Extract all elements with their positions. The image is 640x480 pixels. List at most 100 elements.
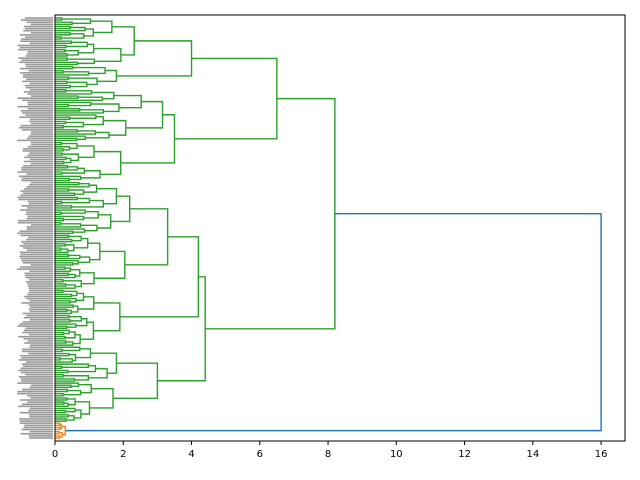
leaf-label bbox=[27, 154, 53, 156]
leaf-label bbox=[19, 411, 53, 414]
leaf-label bbox=[26, 173, 53, 175]
leaf-label bbox=[29, 346, 53, 349]
leaf-label bbox=[26, 314, 53, 317]
leaf-label bbox=[17, 48, 53, 51]
dendrogram-link bbox=[63, 121, 85, 128]
leaf-label bbox=[18, 175, 53, 178]
dendrogram-link bbox=[55, 196, 78, 201]
leaf-label bbox=[30, 143, 53, 146]
leaf-label bbox=[29, 118, 53, 121]
x-tick-label: 6 bbox=[257, 449, 263, 460]
dendrogram-link bbox=[55, 25, 72, 30]
leaf-label bbox=[19, 354, 53, 357]
dendrogram-link bbox=[68, 77, 98, 86]
dendrogram-link bbox=[55, 21, 73, 26]
leaf-label bbox=[29, 407, 53, 410]
dendrogram-link bbox=[55, 76, 70, 80]
dendrogram-link bbox=[55, 80, 68, 85]
leaf-label bbox=[23, 188, 53, 190]
leaf-label bbox=[23, 338, 53, 340]
dendrogram-link bbox=[87, 242, 101, 261]
dendrogram-link bbox=[90, 103, 120, 113]
leaf-label bbox=[21, 169, 53, 171]
leaf-label bbox=[28, 304, 53, 306]
dendrogram-link bbox=[55, 304, 74, 308]
dendrogram-link bbox=[55, 48, 66, 53]
leaf-label bbox=[23, 91, 53, 93]
leaf-label bbox=[25, 114, 53, 116]
dendrogram-link bbox=[93, 302, 121, 332]
leaf-label bbox=[28, 435, 53, 437]
dendrogram-link bbox=[80, 224, 98, 232]
leaf-label bbox=[30, 264, 53, 266]
leaf-label bbox=[22, 365, 53, 368]
leaf-label bbox=[26, 21, 53, 24]
leaf-label bbox=[18, 57, 53, 59]
leaf-label bbox=[22, 192, 53, 194]
dendrogram-links bbox=[55, 17, 602, 439]
leaf-label bbox=[21, 59, 53, 62]
leaf-label bbox=[17, 171, 54, 173]
dendrogram-link bbox=[90, 20, 113, 34]
plot-frame bbox=[54, 14, 626, 442]
leaf-label bbox=[30, 384, 53, 387]
leaf-label bbox=[28, 69, 53, 72]
leaf-label bbox=[23, 243, 53, 245]
dendrogram-link bbox=[55, 228, 86, 233]
dendrogram-link bbox=[55, 407, 76, 413]
x-tick-label: 16 bbox=[595, 449, 608, 460]
leaf-label bbox=[24, 17, 53, 19]
dendrogram-link bbox=[55, 267, 72, 272]
leaf-label bbox=[26, 137, 53, 140]
leaf-label bbox=[25, 55, 53, 57]
leaf-label bbox=[27, 340, 53, 342]
dendrogram-link bbox=[94, 250, 126, 279]
leaf-label bbox=[20, 378, 54, 380]
leaf-label bbox=[17, 196, 53, 199]
leaf-label bbox=[22, 348, 53, 351]
leaf-label bbox=[21, 363, 53, 365]
leaf-label bbox=[24, 27, 53, 30]
leaf-label bbox=[24, 25, 53, 28]
leaf-label bbox=[30, 181, 53, 184]
dendrogram-link bbox=[55, 166, 79, 171]
leaf-label bbox=[17, 392, 53, 395]
leaf-label bbox=[29, 158, 53, 161]
dendrogram-link bbox=[55, 409, 67, 414]
leaf-label bbox=[17, 105, 54, 108]
leaf-label bbox=[23, 247, 53, 249]
leaf-label bbox=[20, 432, 53, 435]
dendrogram-link bbox=[55, 135, 86, 141]
leaf-label bbox=[19, 251, 53, 254]
leaf-label bbox=[18, 335, 54, 338]
leaf-label bbox=[26, 297, 53, 300]
leaf-label bbox=[18, 369, 53, 372]
leaf-label bbox=[28, 202, 53, 205]
leaf-label bbox=[27, 215, 53, 218]
leaf-label bbox=[27, 285, 53, 287]
dendrogram-link bbox=[83, 115, 104, 126]
leaf-label bbox=[25, 86, 53, 89]
x-tick-label: 0 bbox=[52, 449, 58, 460]
leaf-label bbox=[24, 274, 53, 277]
leaf-label bbox=[29, 88, 53, 91]
dendrogram-link bbox=[55, 323, 77, 328]
dendrogram-link-top bbox=[65, 213, 602, 432]
leaf-label bbox=[30, 344, 53, 346]
leaf-label bbox=[27, 283, 53, 285]
leaf-label bbox=[26, 238, 53, 241]
leaf-label bbox=[30, 141, 53, 144]
leaf-label bbox=[21, 177, 53, 180]
leaf-label bbox=[29, 430, 53, 433]
leaf-label bbox=[21, 403, 53, 406]
leaf-label bbox=[28, 289, 53, 292]
leaf-label bbox=[30, 224, 53, 226]
dendrogram-link bbox=[55, 108, 81, 112]
leaf-label bbox=[27, 93, 53, 95]
leaf-label bbox=[17, 97, 53, 100]
dendrogram-link bbox=[80, 321, 95, 340]
leaf-label bbox=[19, 323, 53, 325]
dendrogram-link bbox=[55, 152, 63, 156]
leaf-labels bbox=[17, 17, 54, 439]
leaf-label bbox=[29, 270, 53, 273]
